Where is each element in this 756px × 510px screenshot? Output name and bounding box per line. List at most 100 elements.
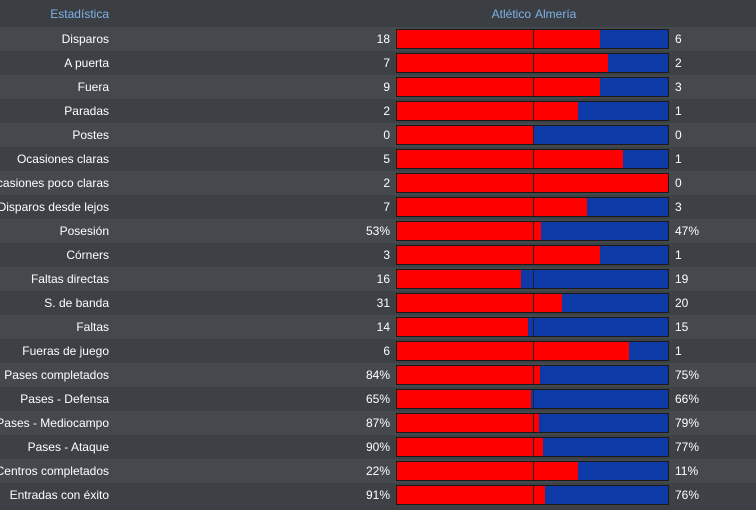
home-share-fill xyxy=(397,150,623,168)
bar-midline xyxy=(533,414,534,432)
home-value: 3 xyxy=(383,248,390,262)
comparison-bar xyxy=(396,437,669,457)
comparison-bar xyxy=(396,125,669,145)
home-value: 90% xyxy=(365,440,390,454)
comparison-bar xyxy=(396,173,669,193)
home-share-fill xyxy=(397,174,668,192)
stat-label: Postes xyxy=(72,128,109,142)
stat-label: S. de banda xyxy=(44,296,109,310)
stat-label: Centros completados xyxy=(0,464,109,478)
home-share-fill xyxy=(397,126,533,144)
home-value: 7 xyxy=(383,56,390,70)
bar-midline xyxy=(533,342,534,360)
bar-midline xyxy=(533,222,534,240)
stat-label: Disparos desde lejos xyxy=(0,200,109,214)
away-value: 11% xyxy=(675,464,699,478)
comparison-bar xyxy=(396,149,669,169)
away-value: 19 xyxy=(675,272,689,286)
home-share-fill xyxy=(397,222,541,240)
home-share-fill xyxy=(397,486,545,504)
away-team-header[interactable]: Almería xyxy=(535,7,577,21)
stat-row: A puerta 7 2 xyxy=(0,51,756,75)
stat-row: Disparos 18 6 xyxy=(0,27,756,51)
bar-midline xyxy=(533,102,534,120)
away-value: 79% xyxy=(675,416,700,430)
stat-label: Entradas con éxito xyxy=(9,488,109,502)
comparison-bar xyxy=(396,221,669,241)
stat-label: Ocasiones claras xyxy=(16,152,109,166)
home-value: 53% xyxy=(365,224,390,238)
comparison-bar xyxy=(396,29,669,49)
home-value: 7 xyxy=(383,200,390,214)
stat-label: Disparos xyxy=(61,32,109,46)
home-value: 87% xyxy=(365,416,390,430)
stat-row: Posesión 53% 47% xyxy=(0,219,756,243)
stat-row: Pases completados 84% 75% xyxy=(0,363,756,387)
home-share-fill xyxy=(397,438,543,456)
away-value: 15 xyxy=(675,320,689,334)
home-share-fill xyxy=(397,246,600,264)
away-value: 75% xyxy=(675,368,700,382)
stat-row: S. de banda 31 20 xyxy=(0,291,756,315)
away-value: 1 xyxy=(675,344,682,358)
home-value: 9 xyxy=(383,80,390,94)
home-share-fill xyxy=(397,414,539,432)
comparison-bar xyxy=(396,461,669,481)
away-value: 76% xyxy=(675,488,700,502)
away-value: 3 xyxy=(675,200,682,214)
away-value: 66% xyxy=(675,392,700,406)
stat-label: Fueras de juego xyxy=(22,344,109,358)
comparison-bar xyxy=(396,293,669,313)
home-share-fill xyxy=(397,30,600,48)
away-value: 20 xyxy=(675,296,689,310)
bar-midline xyxy=(533,366,534,384)
home-share-fill xyxy=(397,342,629,360)
stat-label: Pases - Defensa xyxy=(20,392,109,406)
home-value: 2 xyxy=(383,176,390,190)
stat-row: Entradas con éxito 91% 76% xyxy=(0,483,756,507)
comparison-bar xyxy=(396,245,669,265)
stat-row: Ocasiones poco claras 2 0 xyxy=(0,171,756,195)
comparison-bar xyxy=(396,53,669,73)
home-value: 22% xyxy=(365,464,390,478)
stat-row: Córners 3 1 xyxy=(0,243,756,267)
stats-header: Estadística Atlético Almería xyxy=(0,0,756,27)
stat-row: Faltas directas 16 19 xyxy=(0,267,756,291)
stat-label: Ocasiones poco claras xyxy=(0,176,109,190)
away-value: 1 xyxy=(675,152,682,166)
home-value: 6 xyxy=(383,344,390,358)
bar-midline xyxy=(533,486,534,504)
home-share-fill xyxy=(397,390,531,408)
stat-label: Pases completados xyxy=(4,368,109,382)
away-value: 47% xyxy=(675,224,700,238)
stat-label: Faltas directas xyxy=(30,272,109,286)
bar-midline xyxy=(533,294,534,312)
home-value: 14 xyxy=(376,320,390,334)
stat-label: Pases - Mediocampo xyxy=(0,416,109,430)
stat-row: Pases - Ataque 90% 77% xyxy=(0,435,756,459)
home-team-header[interactable]: Atlético xyxy=(491,7,531,21)
bar-midline xyxy=(533,150,534,168)
bar-midline xyxy=(533,198,534,216)
bar-midline xyxy=(533,78,534,96)
comparison-bar xyxy=(396,365,669,385)
stat-label: Pases - Ataque xyxy=(27,440,109,454)
stat-label: Córners xyxy=(66,248,109,262)
home-share-fill xyxy=(397,54,608,72)
home-value: 65% xyxy=(365,392,390,406)
stat-label: A puerta xyxy=(64,56,109,70)
stats-table: Disparos 18 6 A puerta 7 2 Fuera 9 3 Paradas 2 1 Pos… xyxy=(0,27,756,507)
bar-midline xyxy=(533,438,534,456)
stat-column-header[interactable]: Estadística xyxy=(50,7,109,21)
bar-midline xyxy=(533,462,534,480)
home-share-fill xyxy=(397,198,587,216)
home-value: 2 xyxy=(383,104,390,118)
bar-midline xyxy=(533,54,534,72)
home-share-fill xyxy=(397,318,528,336)
bar-midline xyxy=(533,246,534,264)
stat-row: Postes 0 0 xyxy=(0,123,756,147)
stat-label: Fuera xyxy=(77,80,109,94)
home-value: 0 xyxy=(383,128,390,142)
home-value: 91% xyxy=(365,488,390,502)
home-share-fill xyxy=(397,294,562,312)
